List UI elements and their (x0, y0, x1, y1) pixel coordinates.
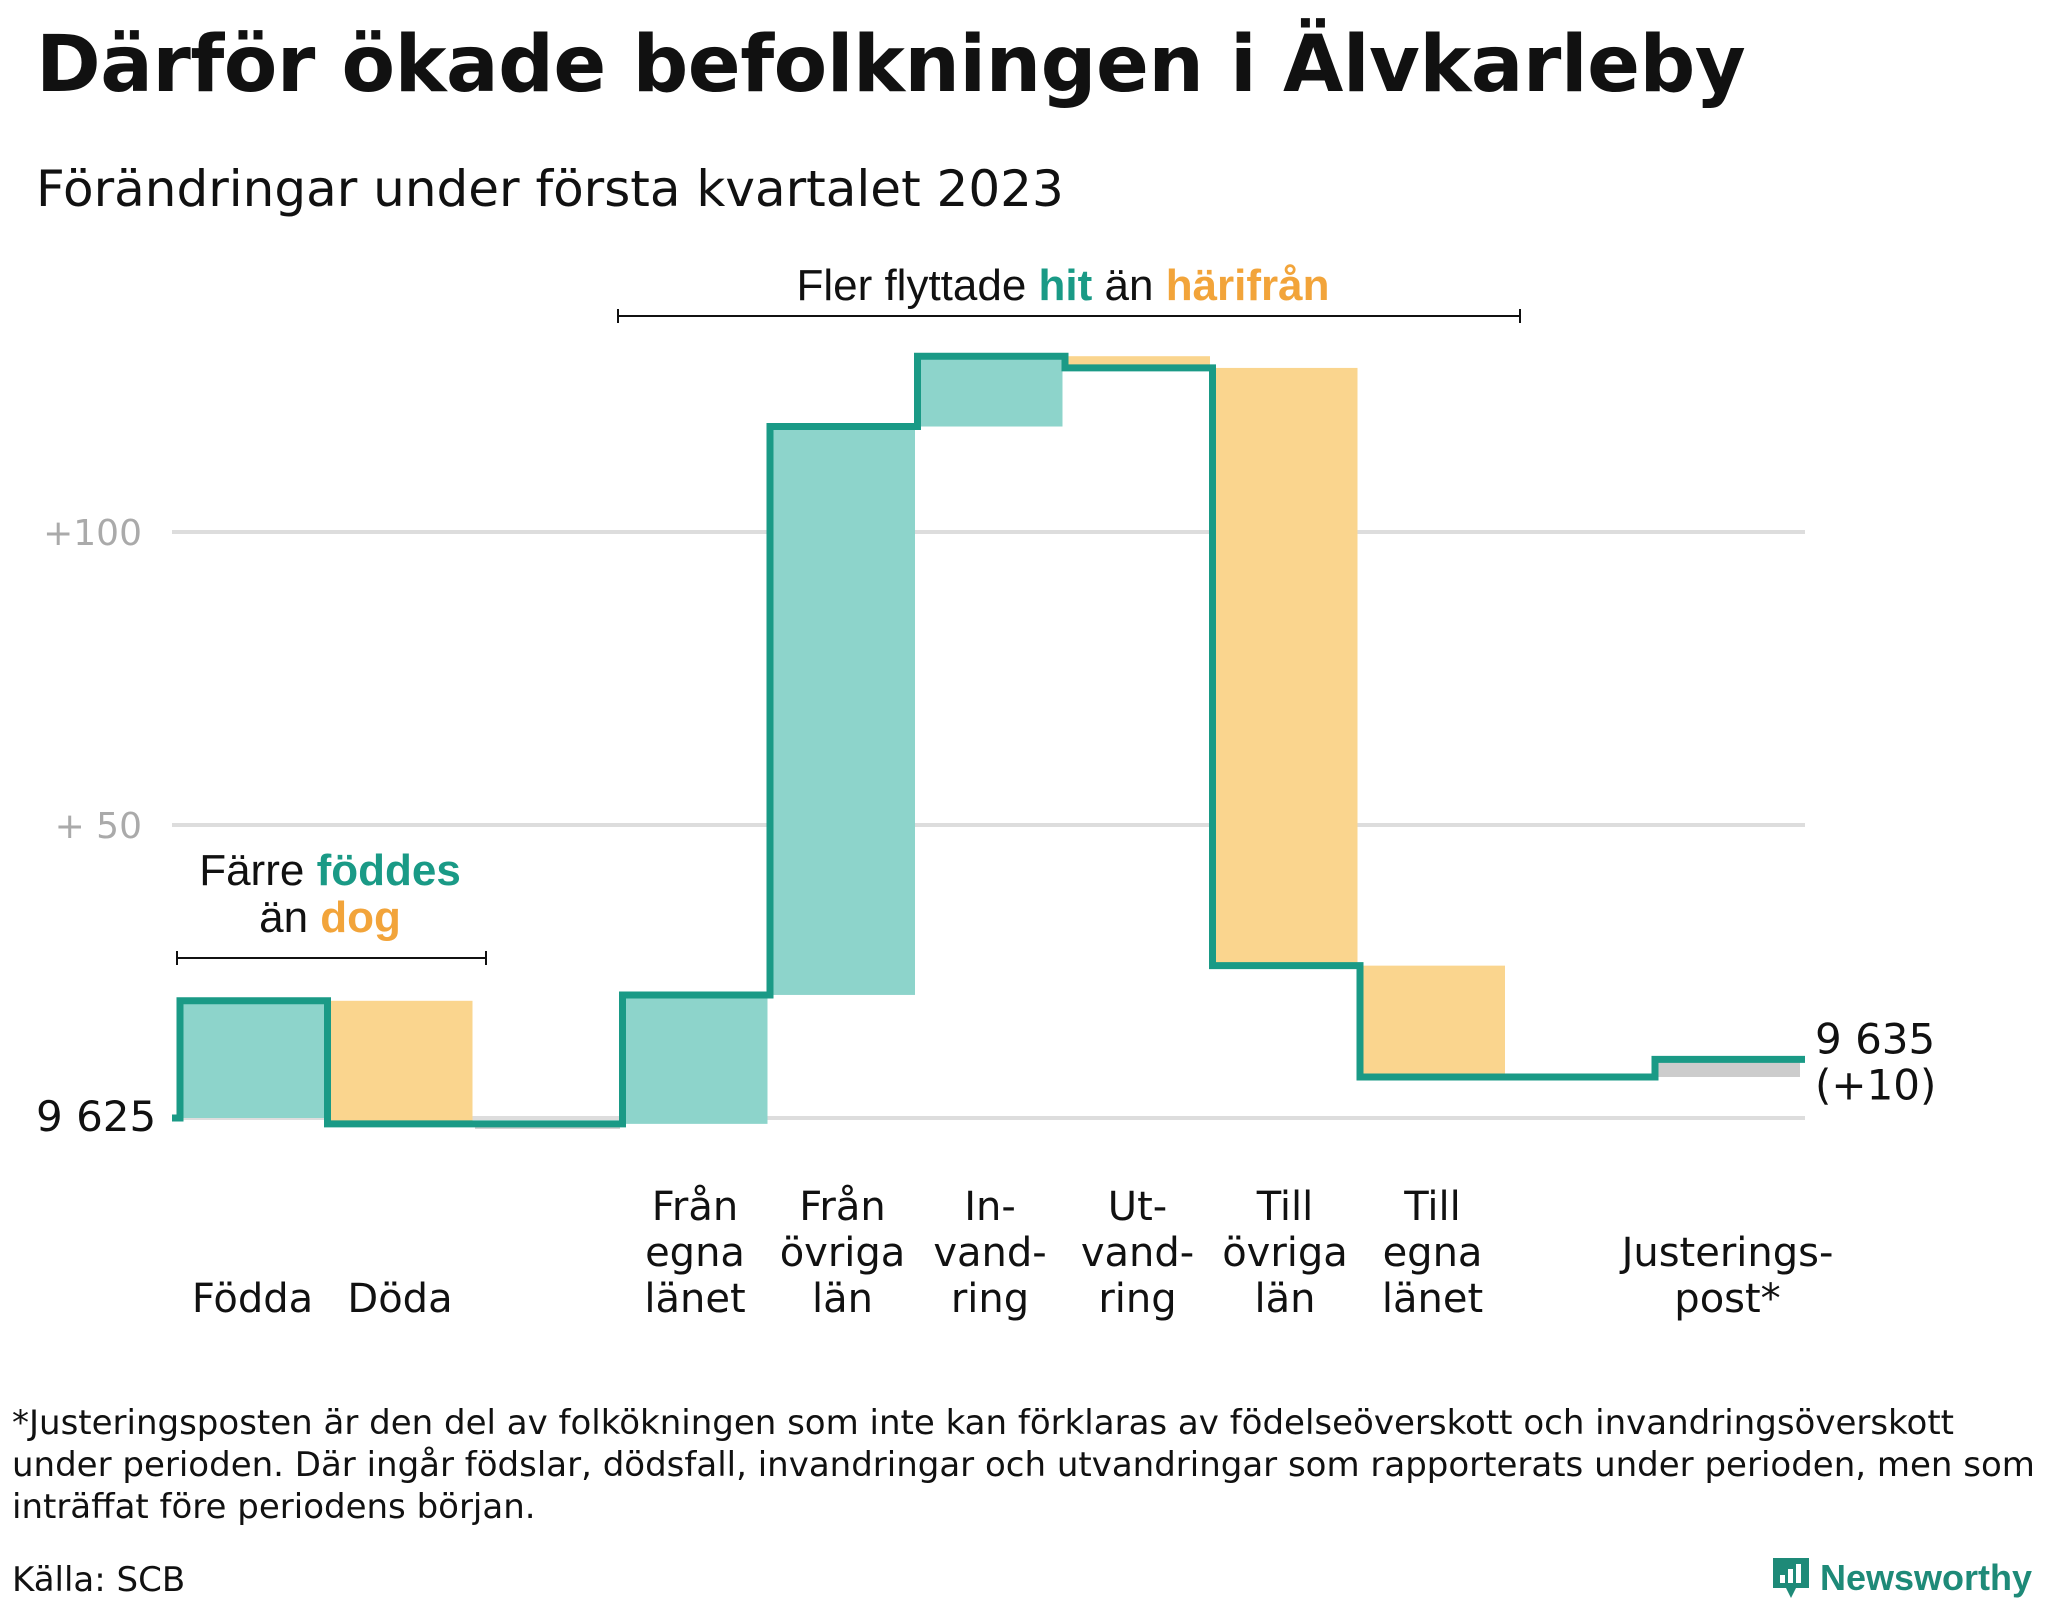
births-annotation-line1: Färre föddes (199, 846, 461, 895)
end-labels: 9 635(+10) (1815, 1014, 1936, 1109)
migration-annotation: Fler flyttade hit än härifrån (617, 261, 1521, 323)
category-label: Till (1256, 1184, 1314, 1230)
bar-8 (1360, 965, 1505, 1077)
category-label: ring (951, 1276, 1029, 1322)
cumulative-line (172, 352, 1805, 1128)
bar-5 (917, 356, 1063, 427)
category-label: övriga (780, 1230, 906, 1276)
y-tick-label: + 50 (55, 806, 142, 847)
category-label: Från (799, 1184, 885, 1230)
bar-10 (1655, 1059, 1800, 1077)
bar-6 (1065, 356, 1210, 368)
category-label: vand- (933, 1230, 1046, 1276)
chart-title: Därför ökade befolkningen i Älvkarleby (36, 20, 1746, 110)
brand-logo: Newsworthy (1770, 1555, 2032, 1601)
category-label: Ut- (1108, 1184, 1167, 1230)
migration-annotation-text: Fler flyttade hit än härifrån (796, 261, 1329, 310)
category-label: Till (1403, 1184, 1461, 1230)
bars (180, 356, 1800, 1129)
bar-7 (1212, 367, 1358, 966)
bar-0 (180, 1000, 325, 1118)
start-value-label: 9 625 (36, 1092, 156, 1141)
category-label: länet (1382, 1276, 1483, 1322)
category-label: övriga (1222, 1230, 1348, 1276)
category-label: In- (964, 1184, 1016, 1230)
y-tick-label: +100 (43, 513, 142, 554)
category-label: Födda (192, 1276, 313, 1322)
source-note: Källa: SCB (12, 1560, 186, 1600)
category-labels: Födda DödaFrånegnalänetFrånövrigalänIn-va… (192, 1184, 1834, 1322)
category-label: post* (1674, 1276, 1780, 1322)
category-label: Döda (347, 1276, 452, 1322)
bar-1 (327, 1000, 473, 1124)
brand-name: Newsworthy (1820, 1557, 2033, 1598)
category-label: egna (1383, 1230, 1483, 1276)
footnote: *Justeringsposten är den del av folkökni… (12, 1403, 2035, 1527)
category-label: län (812, 1276, 873, 1322)
category-label: vand- (1081, 1230, 1194, 1276)
chart-subtitle: Förändringar under första kvartalet 2023 (36, 160, 1064, 218)
category-label: län (1255, 1276, 1316, 1322)
y-tick-labels: + 50 +100 9 625 (36, 513, 156, 1141)
births-annotation-line2: än dog (259, 893, 401, 942)
births-annotation: Färre föddes än dog (176, 846, 487, 965)
newsworthy-logo-icon (1773, 1558, 1809, 1598)
category-label: ring (1098, 1276, 1176, 1322)
bar-4 (770, 426, 915, 995)
category-label: Från (652, 1184, 738, 1230)
category-label: länet (644, 1276, 745, 1322)
category-label: Justerings- (1619, 1230, 1834, 1276)
end-value-label: (+10) (1815, 1060, 1936, 1109)
end-value-label: 9 635 (1815, 1014, 1935, 1063)
category-label: egna (645, 1230, 745, 1276)
bar-3 (622, 994, 768, 1124)
